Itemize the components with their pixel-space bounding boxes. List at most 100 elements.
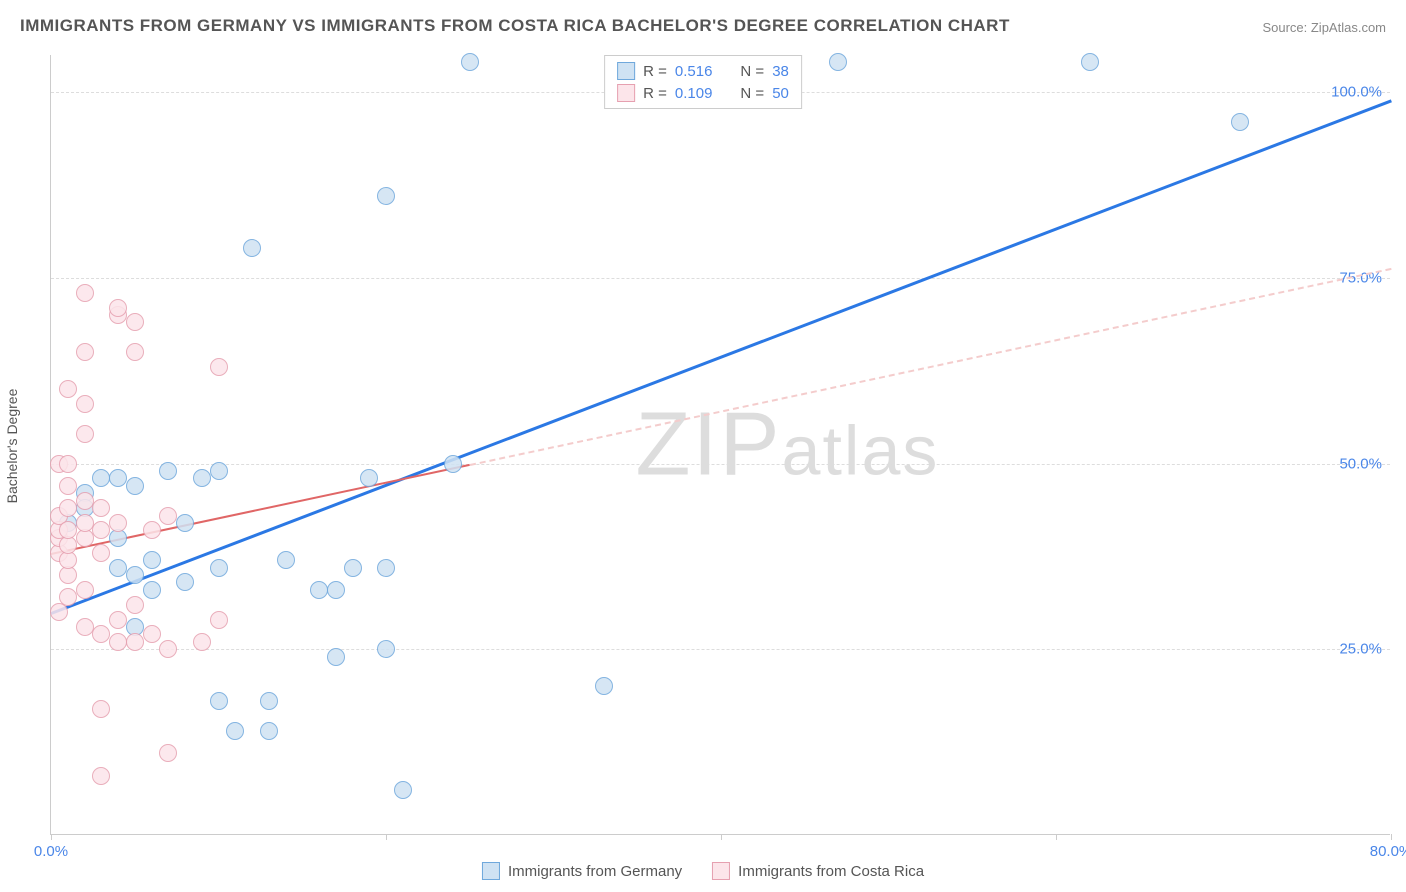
- data-point: [226, 722, 244, 740]
- data-point: [260, 692, 278, 710]
- x-tick-mark: [386, 834, 387, 840]
- legend-series-label: Immigrants from Costa Rica: [738, 863, 924, 880]
- x-tick-mark: [1056, 834, 1057, 840]
- data-point: [126, 477, 144, 495]
- legend-series-label: Immigrants from Germany: [508, 863, 682, 880]
- gridline: [51, 278, 1390, 279]
- data-point: [59, 477, 77, 495]
- data-point: [109, 514, 127, 532]
- data-point: [143, 551, 161, 569]
- legend-series-item: Immigrants from Germany: [482, 862, 682, 880]
- data-point: [92, 499, 110, 517]
- data-point: [210, 462, 228, 480]
- data-point: [310, 581, 328, 599]
- data-point: [243, 239, 261, 257]
- legend-swatch: [712, 862, 730, 880]
- data-point: [76, 343, 94, 361]
- data-point: [92, 469, 110, 487]
- x-tick-label: 0.0%: [34, 843, 68, 860]
- data-point: [377, 187, 395, 205]
- gridline: [51, 464, 1390, 465]
- source-label: Source: ZipAtlas.com: [1262, 20, 1386, 35]
- data-point: [210, 611, 228, 629]
- data-point: [126, 313, 144, 331]
- data-point: [461, 53, 479, 71]
- x-tick-mark: [51, 834, 52, 840]
- data-point: [126, 343, 144, 361]
- data-point: [76, 395, 94, 413]
- data-point: [159, 744, 177, 762]
- data-point: [126, 596, 144, 614]
- data-point: [59, 455, 77, 473]
- r-value: 0.109: [675, 85, 713, 102]
- data-point: [143, 521, 161, 539]
- data-point: [59, 588, 77, 606]
- data-point: [829, 53, 847, 71]
- data-point: [76, 514, 94, 532]
- legend-series-item: Immigrants from Costa Rica: [712, 862, 924, 880]
- series-legend: Immigrants from Germany Immigrants from C…: [482, 862, 924, 880]
- y-tick-label: 25.0%: [1339, 641, 1382, 658]
- data-point: [126, 566, 144, 584]
- data-point: [193, 469, 211, 487]
- data-point: [595, 677, 613, 695]
- x-tick-mark: [1391, 834, 1392, 840]
- data-point: [76, 492, 94, 510]
- x-tick-label: 80.0%: [1370, 843, 1406, 860]
- data-point: [344, 559, 362, 577]
- data-point: [109, 633, 127, 651]
- data-point: [143, 581, 161, 599]
- data-point: [210, 358, 228, 376]
- trend-line: [51, 100, 1392, 615]
- y-axis-label: Bachelor's Degree: [4, 389, 20, 504]
- data-point: [109, 469, 127, 487]
- data-point: [109, 299, 127, 317]
- data-point: [76, 284, 94, 302]
- data-point: [377, 640, 395, 658]
- legend-swatch: [617, 62, 635, 80]
- data-point: [109, 611, 127, 629]
- legend-correlation-row: R =0.109N =50: [617, 82, 789, 104]
- data-point: [92, 700, 110, 718]
- legend-swatch: [617, 84, 635, 102]
- data-point: [260, 722, 278, 740]
- data-point: [277, 551, 295, 569]
- data-point: [59, 380, 77, 398]
- data-point: [92, 767, 110, 785]
- watermark-text: ZIPatlas: [635, 393, 939, 496]
- chart-plot-area: ZIPatlas 25.0%50.0%75.0%100.0%0.0%80.0%: [50, 55, 1390, 835]
- correlation-legend: R =0.516N =38R =0.109N =50: [604, 55, 802, 109]
- data-point: [159, 507, 177, 525]
- data-point: [126, 633, 144, 651]
- data-point: [76, 618, 94, 636]
- data-point: [59, 521, 77, 539]
- data-point: [193, 633, 211, 651]
- legend-correlation-row: R =0.516N =38: [617, 60, 789, 82]
- r-label: R =: [643, 85, 667, 102]
- data-point: [360, 469, 378, 487]
- data-point: [1231, 113, 1249, 131]
- data-point: [327, 581, 345, 599]
- data-point: [92, 521, 110, 539]
- data-point: [176, 514, 194, 532]
- data-point: [143, 625, 161, 643]
- n-label: N =: [740, 63, 764, 80]
- data-point: [92, 625, 110, 643]
- data-point: [444, 455, 462, 473]
- data-point: [394, 781, 412, 799]
- legend-swatch: [482, 862, 500, 880]
- data-point: [159, 462, 177, 480]
- y-tick-label: 50.0%: [1339, 455, 1382, 472]
- n-value: 38: [772, 63, 789, 80]
- data-point: [76, 425, 94, 443]
- data-point: [1081, 53, 1099, 71]
- data-point: [159, 640, 177, 658]
- data-point: [109, 559, 127, 577]
- trend-line-extension: [470, 267, 1392, 465]
- gridline: [51, 649, 1390, 650]
- x-tick-mark: [721, 834, 722, 840]
- r-label: R =: [643, 63, 667, 80]
- data-point: [76, 581, 94, 599]
- data-point: [210, 692, 228, 710]
- data-point: [59, 499, 77, 517]
